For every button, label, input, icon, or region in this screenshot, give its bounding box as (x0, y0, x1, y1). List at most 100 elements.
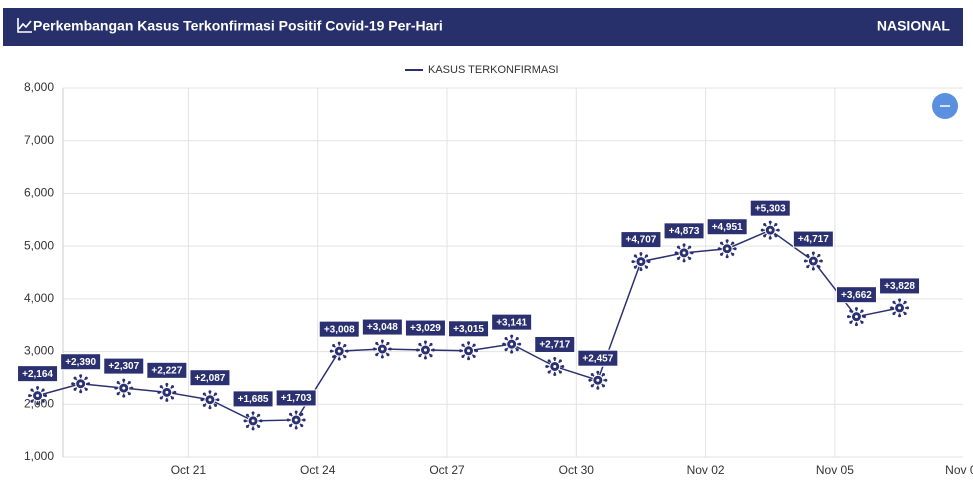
virus-marker (114, 378, 134, 398)
marker-tip (300, 412, 304, 416)
marker-tip (602, 373, 606, 377)
marker-tip (760, 228, 764, 232)
virus-marker (803, 251, 823, 271)
marker-tip (375, 353, 379, 357)
marker-tip (332, 343, 336, 347)
marker-tip (415, 348, 419, 352)
marker-tip (44, 394, 48, 398)
value-label: +2,307 (108, 361, 139, 372)
marker-tip (418, 342, 422, 346)
marker-tip (429, 354, 433, 358)
marker-tip (903, 312, 907, 316)
x-tick-label: Nov 02 (687, 463, 725, 477)
marker-tip (588, 378, 592, 382)
marker-tip (245, 425, 249, 429)
y-tick-label: 1,000 (24, 449, 54, 463)
marker-tip (602, 384, 606, 388)
value-label: +1,703 (281, 393, 312, 404)
marker-tip (157, 390, 161, 394)
marker-tip (467, 357, 471, 361)
y-tick-label: 3,000 (24, 344, 54, 358)
marker-tip (41, 388, 45, 392)
marker-tip (811, 251, 815, 255)
marker-tip (84, 376, 88, 380)
marker-spot (36, 394, 40, 398)
marker-tip (337, 341, 341, 345)
value-label-box (706, 218, 748, 236)
marker-tip (819, 259, 823, 263)
marker-spot (553, 364, 557, 368)
marker-tip (776, 228, 780, 232)
marker-tip (214, 403, 218, 407)
virus-marker (674, 243, 694, 263)
value-label-box (491, 313, 533, 331)
marker-spot (79, 382, 83, 386)
virus-marker (200, 390, 220, 410)
marker-tip (259, 419, 263, 423)
marker-tip (429, 342, 433, 346)
marker-tip (676, 245, 680, 249)
marker-tip (214, 392, 218, 396)
value-label: +2,717 (539, 340, 570, 351)
marker-tip (674, 251, 678, 255)
marker-tip (676, 256, 680, 260)
marker-tip (806, 253, 810, 257)
marker-tip (431, 348, 435, 352)
marker-tip (461, 343, 465, 347)
value-label: +2,164 (22, 369, 53, 380)
virus-marker (588, 370, 608, 390)
marker-tip (343, 343, 347, 347)
marker-tip (561, 364, 565, 368)
marker-tip (547, 359, 551, 363)
marker-tip (79, 390, 83, 394)
marker-tip (763, 223, 767, 227)
marker-tip (294, 410, 298, 414)
marker-tip (553, 372, 557, 376)
marker-tip (854, 323, 858, 327)
marker-tip (208, 406, 212, 410)
x-tick-label: Oct 30 (559, 463, 595, 477)
marker-tip (388, 347, 392, 351)
marker-spot (682, 251, 686, 255)
marker-tip (216, 398, 220, 402)
marker-tip (171, 396, 175, 400)
marker-tip (202, 403, 206, 407)
marker-tip (71, 382, 75, 386)
marker-tip (633, 265, 637, 269)
marker-spot (380, 347, 384, 351)
value-label-box (361, 318, 403, 336)
marker-spot (251, 419, 255, 423)
marker-tip (803, 259, 807, 263)
value-label-box (835, 286, 877, 304)
y-tick-label: 8,000 (24, 80, 54, 94)
marker-tip (127, 380, 131, 384)
marker-tip (472, 343, 476, 347)
value-label-box (232, 390, 274, 408)
marker-tip (375, 341, 379, 345)
y-tick-label: 7,000 (24, 133, 54, 147)
value-label-box (60, 353, 102, 371)
marker-tip (504, 336, 508, 340)
marker-tip (518, 342, 522, 346)
value-label: +3,029 (410, 323, 441, 334)
marker-tip (806, 265, 810, 269)
marker-tip (288, 412, 292, 416)
virus-marker (157, 382, 177, 402)
marker-tip (73, 387, 77, 391)
marker-tip (631, 260, 635, 264)
marker-tip (515, 336, 519, 340)
y-tick-label: 5,000 (24, 238, 54, 252)
marker-tip (906, 306, 910, 310)
marker-tip (817, 253, 821, 257)
value-label-box (663, 222, 705, 240)
marker-tip (165, 398, 169, 402)
marker-spot (811, 259, 815, 263)
marker-tip (502, 342, 506, 346)
value-label: +3,141 (496, 317, 527, 328)
marker-tip (130, 386, 134, 390)
marker-tip (768, 220, 772, 224)
value-label: +2,457 (582, 353, 613, 364)
value-label-box (792, 230, 834, 248)
marker-spot (854, 315, 858, 319)
marker-tip (472, 354, 476, 358)
